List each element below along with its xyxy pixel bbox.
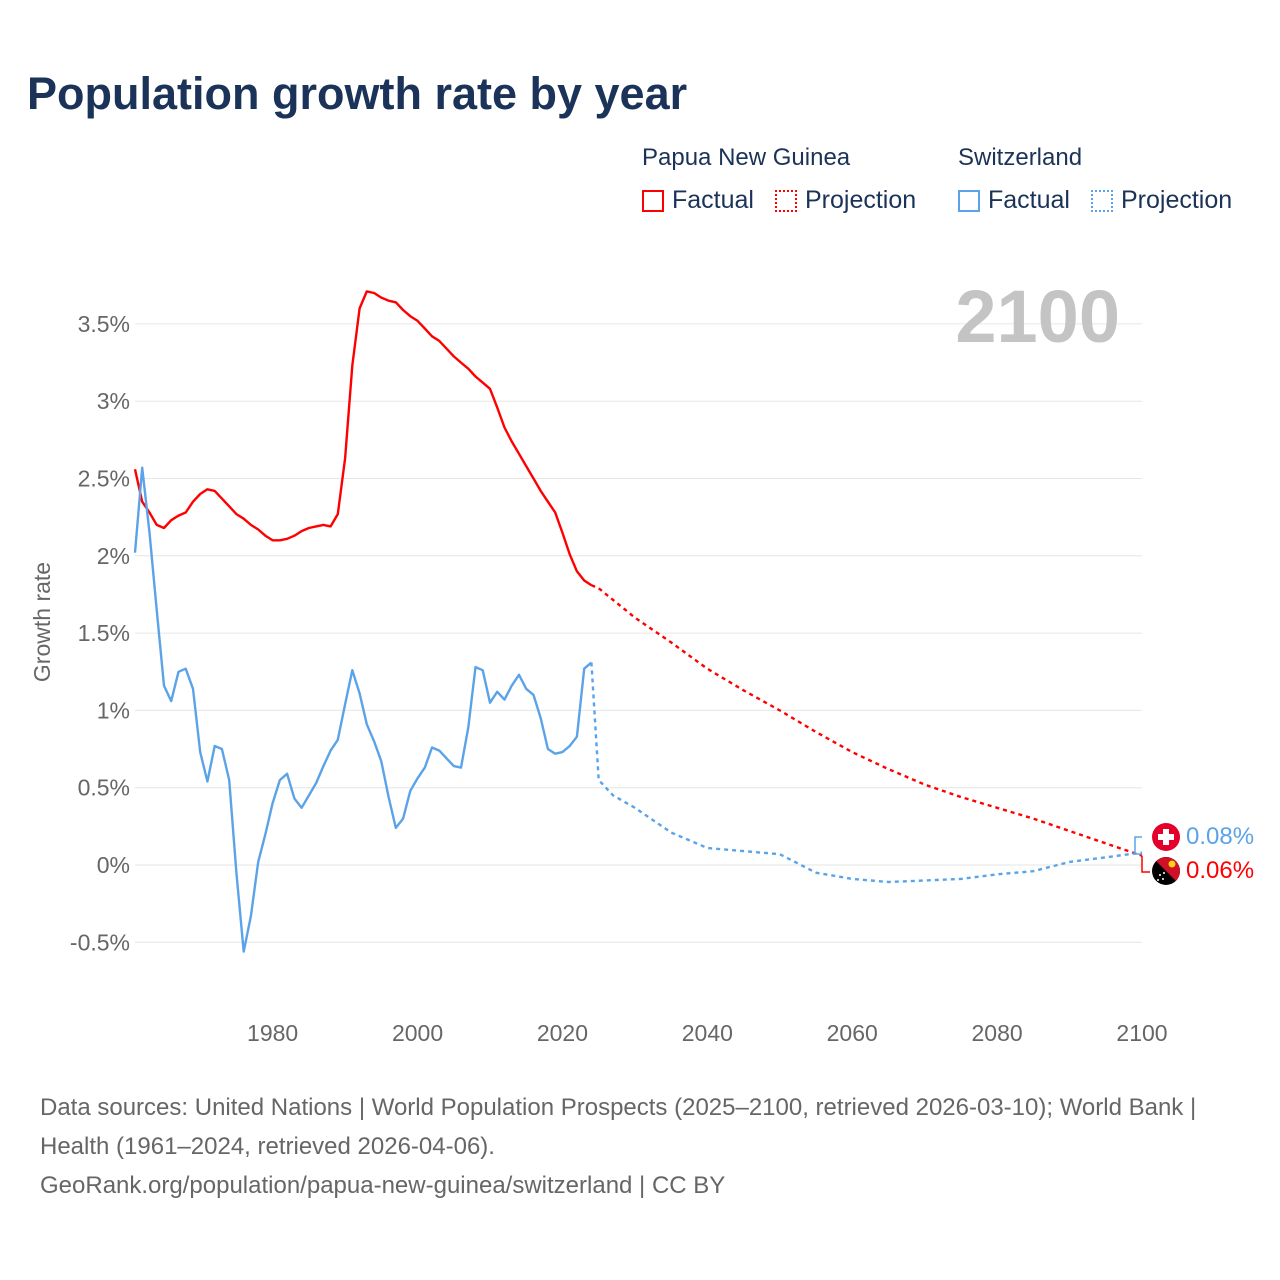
y-tick-label: 1% [97,697,130,723]
year-display: 2100 [955,275,1120,358]
end-label-switzerland: 0.08% [1186,823,1254,850]
series-line-switzerland-projection [590,662,1143,884]
legend-group-switzerland: Switzerland [958,144,1083,171]
legend-swatch [642,189,664,212]
end-connector-png [1141,856,1150,873]
y-tick-label: 2% [97,543,130,569]
y-tick-label: 3.5% [78,311,130,337]
x-tick-label: 2020 [537,1020,588,1046]
legend-swatch [775,189,797,212]
legend-png-factual[interactable]: Factual [642,186,754,215]
data-sources: Data sources: United Nations | World Pop… [40,1094,1197,1160]
end-connector-ch [1134,836,1142,855]
y-axis-label: Growth rate [29,562,55,682]
x-tick-label: 2060 [827,1020,878,1046]
source-link[interactable]: GeoRank.org/population/papua-new-guinea/… [40,1172,726,1199]
page-title: Population growth rate by year [27,68,688,119]
x-tick-label: 2000 [392,1020,443,1046]
png-flag-icon [1152,857,1180,885]
y-tick-label: -0.5% [70,929,130,955]
y-tick-label: 0% [97,852,130,878]
y-tick-label: 0.5% [78,775,130,801]
series-line-papua-new-guinea-projection [590,584,1143,857]
legend-swatch [958,189,980,212]
x-tick-label: 2080 [972,1020,1023,1046]
x-tick-label: 2040 [682,1020,733,1046]
legend-group-png: Papua New Guinea [642,144,851,171]
y-tick-label: 1.5% [78,620,130,646]
legend-swatch [1091,189,1113,212]
legend-label: Factual [672,186,754,214]
legend-ch-projection[interactable]: Projection [1091,186,1232,215]
legend-ch-factual[interactable]: Factual [958,186,1070,215]
x-tick-label: 1980 [247,1020,298,1046]
legend-label: Projection [1121,186,1233,214]
legend-png-projection[interactable]: Projection [775,186,916,215]
series-line-papua-new-guinea-factual [133,290,593,587]
series-line-switzerland-factual [133,466,593,953]
end-label-png: 0.06% [1186,857,1254,884]
y-tick-label: 2.5% [78,466,130,492]
x-tick-label: 2100 [1116,1020,1167,1046]
y-tick-label: 3% [97,388,130,414]
legend-label: Projection [805,186,917,214]
footer: Data sources: United Nations | World Pop… [40,1088,1240,1205]
swiss-flag-icon [1152,823,1180,851]
legend-label: Factual [988,186,1070,214]
